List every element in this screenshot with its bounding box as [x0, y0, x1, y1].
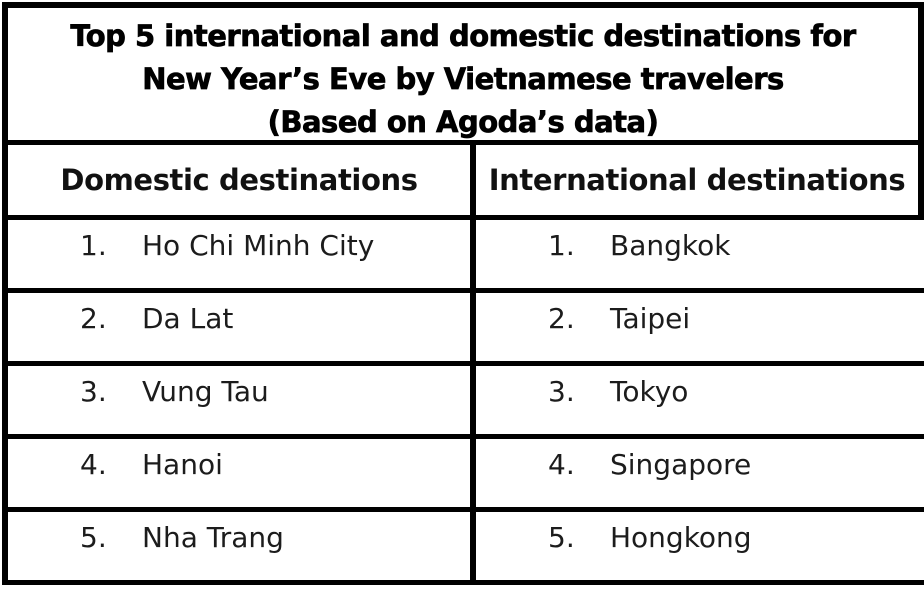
domestic-cell-5: 5. Nha Trang — [2, 512, 476, 585]
international-cell-4: 4. Singapore — [476, 439, 924, 512]
table-row-1: 1. Ho Chi Minh City 1. Bangkok — [2, 220, 924, 293]
rank-number: 5. — [548, 521, 575, 554]
rank-number: 1. — [80, 229, 107, 262]
international-cell-1: 1. Bangkok — [476, 220, 924, 293]
table-row-5: 5. Nha Trang 5. Hongkong — [2, 512, 924, 585]
international-cell-3: 3. Tokyo — [476, 366, 924, 439]
column-header-domestic: Domestic destinations — [2, 145, 476, 220]
rank-number: 4. — [80, 448, 107, 481]
rank-number: 2. — [548, 302, 575, 335]
international-destination: Singapore — [610, 448, 752, 481]
rank-number: 4. — [548, 448, 575, 481]
domestic-destination: Nha Trang — [142, 521, 284, 554]
rank-number: 2. — [80, 302, 107, 335]
rank-number: 3. — [80, 375, 107, 408]
rank-number: 3. — [548, 375, 575, 408]
international-cell-2: 2. Taipei — [476, 293, 924, 366]
title-line-3: (Based on Agoda’s data) — [267, 105, 659, 140]
table-row-4: 4. Hanoi 4. Singapore — [2, 439, 924, 512]
domestic-cell-1: 1. Ho Chi Minh City — [2, 220, 476, 293]
table-title: Top 5 international and domestic destina… — [2, 2, 924, 145]
rank-number: 5. — [80, 521, 107, 554]
domestic-destination: Da Lat — [142, 302, 234, 335]
domestic-destination: Vung Tau — [142, 375, 269, 408]
table-header-row: Domestic destinations International dest… — [2, 145, 924, 220]
title-line-1: Top 5 international and domestic destina… — [70, 19, 857, 54]
table-row-2: 2. Da Lat 2. Taipei — [2, 293, 924, 366]
international-destination: Tokyo — [610, 375, 689, 408]
rank-number: 1. — [548, 229, 575, 262]
domestic-destination: Ho Chi Minh City — [142, 229, 375, 262]
domestic-cell-3: 3. Vung Tau — [2, 366, 476, 439]
international-cell-5: 5. Hongkong — [476, 512, 924, 585]
international-destination: Taipei — [610, 302, 691, 335]
domestic-cell-4: 4. Hanoi — [2, 439, 476, 512]
column-header-international: International destinations — [476, 145, 924, 220]
domestic-destination: Hanoi — [142, 448, 223, 481]
international-destination: Bangkok — [610, 229, 731, 262]
international-destination: Hongkong — [610, 521, 752, 554]
domestic-cell-2: 2. Da Lat — [2, 293, 476, 366]
table-row-3: 3. Vung Tau 3. Tokyo — [2, 366, 924, 439]
title-line-2: New Year’s Eve by Vietnamese travelers — [142, 62, 785, 97]
